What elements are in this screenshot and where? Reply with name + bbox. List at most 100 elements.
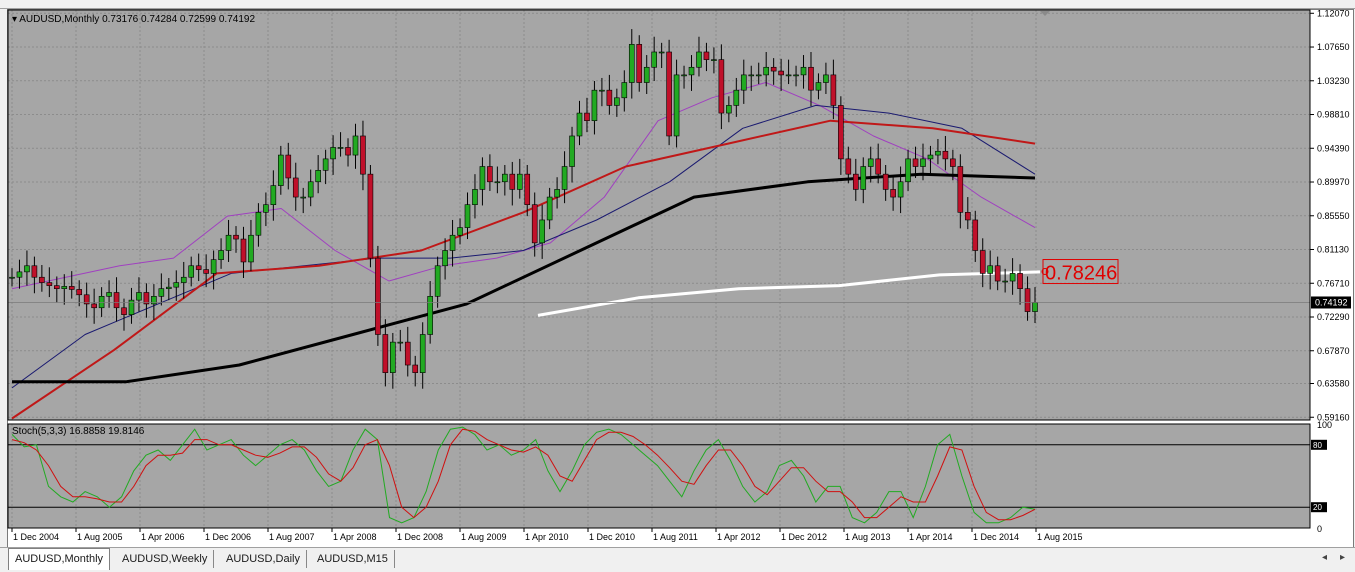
candle — [449, 219, 456, 267]
tab-audusd-daily[interactable]: AUDUSD,Daily — [220, 550, 307, 568]
candle-body — [31, 265, 38, 278]
candle-body — [643, 66, 650, 83]
candle-body — [98, 296, 105, 309]
y-tick-label: 0.59160 — [1317, 412, 1350, 422]
candle-body — [248, 234, 254, 263]
candle-body — [778, 70, 784, 76]
y-tick-label: 0.94390 — [1317, 143, 1350, 153]
symbol-title: AUDUSD,Monthly — [19, 14, 99, 25]
candle — [375, 245, 381, 346]
shift-marker-icon[interactable] — [1040, 11, 1050, 16]
stoch-level-tag — [1311, 439, 1327, 450]
candle-body — [770, 66, 777, 72]
candle-body — [472, 189, 478, 205]
current-price-tag — [1311, 296, 1351, 309]
candle — [143, 283, 150, 318]
y-tick-label: 0.81130 — [1317, 245, 1349, 255]
candle-body — [39, 276, 45, 283]
candle-body — [464, 204, 471, 228]
candle-body — [1032, 302, 1038, 312]
candle — [569, 126, 575, 183]
y-tick-label: 1.07650 — [1317, 42, 1350, 52]
candle-body — [912, 158, 919, 167]
candle-body — [330, 147, 336, 160]
candle-body — [188, 265, 195, 278]
candle-body — [688, 66, 695, 76]
candle — [1009, 258, 1016, 295]
x-tick-label: 1 Aug 2009 — [461, 532, 507, 542]
candle — [726, 96, 732, 123]
candle-body — [516, 173, 523, 190]
candle — [867, 146, 874, 183]
tab-audusd-m15[interactable]: AUDUSD,M15 — [311, 550, 395, 568]
tab-audusd-monthly[interactable]: AUDUSD,Monthly — [8, 548, 111, 570]
candle-body — [658, 51, 665, 54]
y-tick-label: 0.89970 — [1317, 177, 1350, 187]
stoch-level-tag — [1311, 502, 1327, 513]
candle-body — [1017, 273, 1023, 289]
candle-body — [24, 265, 30, 273]
candle — [166, 277, 172, 301]
annotation-price-label: 0.78246 — [1045, 263, 1117, 285]
candle-body — [457, 227, 463, 236]
candle — [614, 88, 620, 117]
stoch-y-label: 100 — [1317, 420, 1332, 430]
candle — [591, 81, 598, 135]
tab-audusd-weekly[interactable]: AUDUSD,Weekly — [116, 550, 215, 568]
candle — [83, 282, 90, 318]
candle — [487, 154, 493, 191]
x-tick-label: 1 Aug 2005 — [77, 532, 123, 542]
candle-body — [390, 341, 396, 373]
candle-body — [852, 173, 859, 190]
candle — [703, 42, 710, 72]
candle-body — [278, 154, 284, 186]
candle — [681, 65, 687, 89]
candle — [158, 273, 165, 306]
candle — [531, 192, 538, 257]
candle — [54, 276, 60, 303]
candle — [360, 120, 366, 191]
candle — [180, 261, 187, 299]
candle — [106, 280, 112, 308]
candle — [830, 59, 837, 120]
candle-body — [263, 204, 269, 213]
candle-body — [920, 158, 926, 167]
candle-body — [621, 82, 628, 99]
chart-svg[interactable]: 1.12070 1.07650 1.03230 0.98810 0.94390 0.899… — [0, 0, 1355, 547]
candle-body — [427, 296, 433, 335]
candle — [434, 256, 441, 308]
candle — [479, 157, 486, 206]
candle — [643, 55, 650, 94]
candle-body — [292, 177, 299, 198]
candle-body — [128, 299, 135, 315]
candle-body — [905, 158, 911, 183]
candle — [225, 219, 232, 262]
candle — [307, 169, 314, 207]
candle-body — [569, 135, 575, 167]
candle — [404, 326, 411, 377]
candle-body — [434, 265, 441, 297]
candle-body — [897, 181, 904, 198]
candle — [539, 204, 545, 259]
candle-body — [950, 158, 956, 167]
candle-body — [76, 289, 83, 296]
candle — [733, 77, 740, 117]
scroll-right-icon[interactable]: ▸ — [1340, 552, 1346, 563]
candle — [778, 58, 784, 91]
scroll-left-icon[interactable]: ◂ — [1322, 552, 1328, 563]
candle — [1017, 264, 1023, 305]
candle-body — [61, 286, 68, 289]
x-tick-label: 1 Dec 2006 — [205, 532, 251, 542]
candle — [427, 281, 433, 344]
candle — [195, 253, 202, 282]
candle — [382, 319, 389, 387]
candle — [658, 42, 665, 69]
candle — [136, 277, 142, 312]
candle-body — [964, 212, 971, 221]
annotation-price-box — [1042, 259, 1119, 285]
candle — [711, 47, 717, 74]
candle-body — [210, 259, 217, 274]
candle — [666, 39, 672, 146]
candle-body — [942, 150, 949, 160]
candle — [763, 51, 769, 87]
